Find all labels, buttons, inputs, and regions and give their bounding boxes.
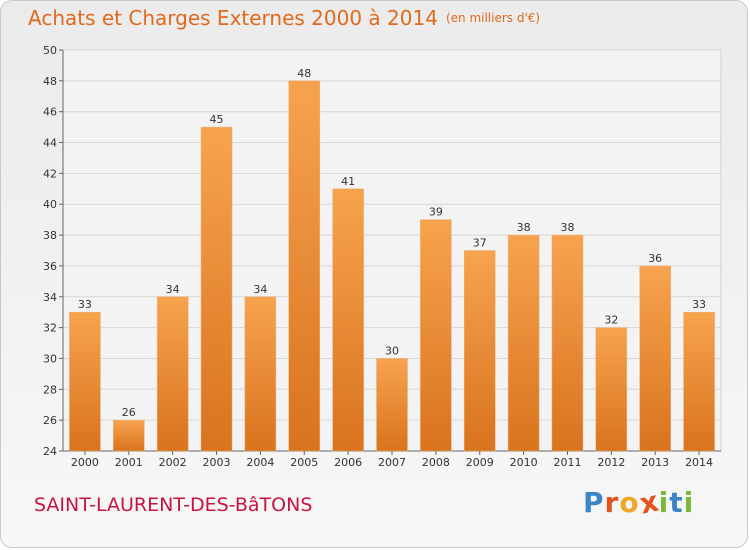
x-tick-label: 2009 [466,456,494,469]
y-tick-label: 28 [43,383,57,396]
x-tick-label: 2013 [641,456,669,469]
logo-letter: t [669,486,684,519]
x-tick-label: 2005 [290,456,318,469]
bar-value-label: 30 [385,344,399,357]
bar-value-label: 39 [429,206,443,219]
y-tick-label: 24 [43,445,57,458]
y-tick-label: 38 [43,229,57,242]
x-tick-label: 2006 [334,456,362,469]
y-tick-label: 34 [43,291,57,304]
bar [288,80,321,452]
bar-value-label: 38 [517,221,531,234]
x-tick-label: 2011 [553,456,581,469]
bar-value-label: 26 [122,406,136,419]
y-tick-label: 40 [43,198,57,211]
bar-value-label: 36 [648,252,662,265]
logo-letter: r [604,486,620,519]
x-tick-label: 2002 [159,456,187,469]
x-tick-label: 2003 [203,456,231,469]
bar-value-label: 38 [560,221,574,234]
bar [156,296,189,452]
x-tick-label: 2001 [115,456,143,469]
x-tick-label: 2007 [378,456,406,469]
bar-value-label: 34 [166,283,180,296]
bar-value-label: 32 [604,314,618,327]
bar [507,234,540,452]
bar-value-label: 37 [473,237,487,250]
bar [200,126,233,452]
logo-letter: i [658,486,670,519]
y-tick-label: 26 [43,414,57,427]
bar-value-label: 41 [341,175,355,188]
x-tick-label: 2008 [422,456,450,469]
logo-letter: i [683,486,695,519]
bar [683,311,715,452]
bar [113,419,145,452]
y-tick-label: 44 [43,137,57,150]
y-tick-label: 32 [43,322,57,335]
bar-value-label: 33 [692,298,706,311]
bar-value-label: 48 [297,67,311,80]
chart-title: Achats et Charges Externes 2000 à 2014 (e… [28,6,540,30]
bar [332,188,364,452]
x-tick-label: 2012 [597,456,625,469]
logo-letter: o [619,486,640,519]
y-tick-label: 42 [43,167,57,180]
chart-title-text: Achats et Charges Externes 2000 à 2014 [28,6,438,30]
x-tick-label: 2010 [510,456,538,469]
logo-letter: P [583,486,605,519]
bar [595,327,628,452]
bar [420,219,452,452]
chart-subtitle: (en milliers d'€) [445,11,541,25]
x-tick-label: 2004 [246,456,274,469]
y-tick-label: 48 [43,75,57,88]
x-tick-label: 2000 [71,456,99,469]
y-tick-label: 46 [43,106,57,119]
bar [551,234,584,452]
bar-value-label: 33 [78,298,92,311]
bar [69,311,101,452]
bar-value-label: 34 [253,283,267,296]
proxiti-logo: Proxiti [583,484,695,520]
bar-value-label: 45 [210,113,224,126]
y-tick-label: 36 [43,260,57,273]
x-tick-label: 2014 [685,456,713,469]
bar [639,265,671,452]
bar [376,358,408,452]
bar [244,296,277,452]
y-tick-label: 30 [43,352,57,365]
bar [463,250,496,452]
place-name: SAINT-LAURENT-DES-BâTONS [34,494,313,516]
y-tick-label: 50 [43,44,57,57]
